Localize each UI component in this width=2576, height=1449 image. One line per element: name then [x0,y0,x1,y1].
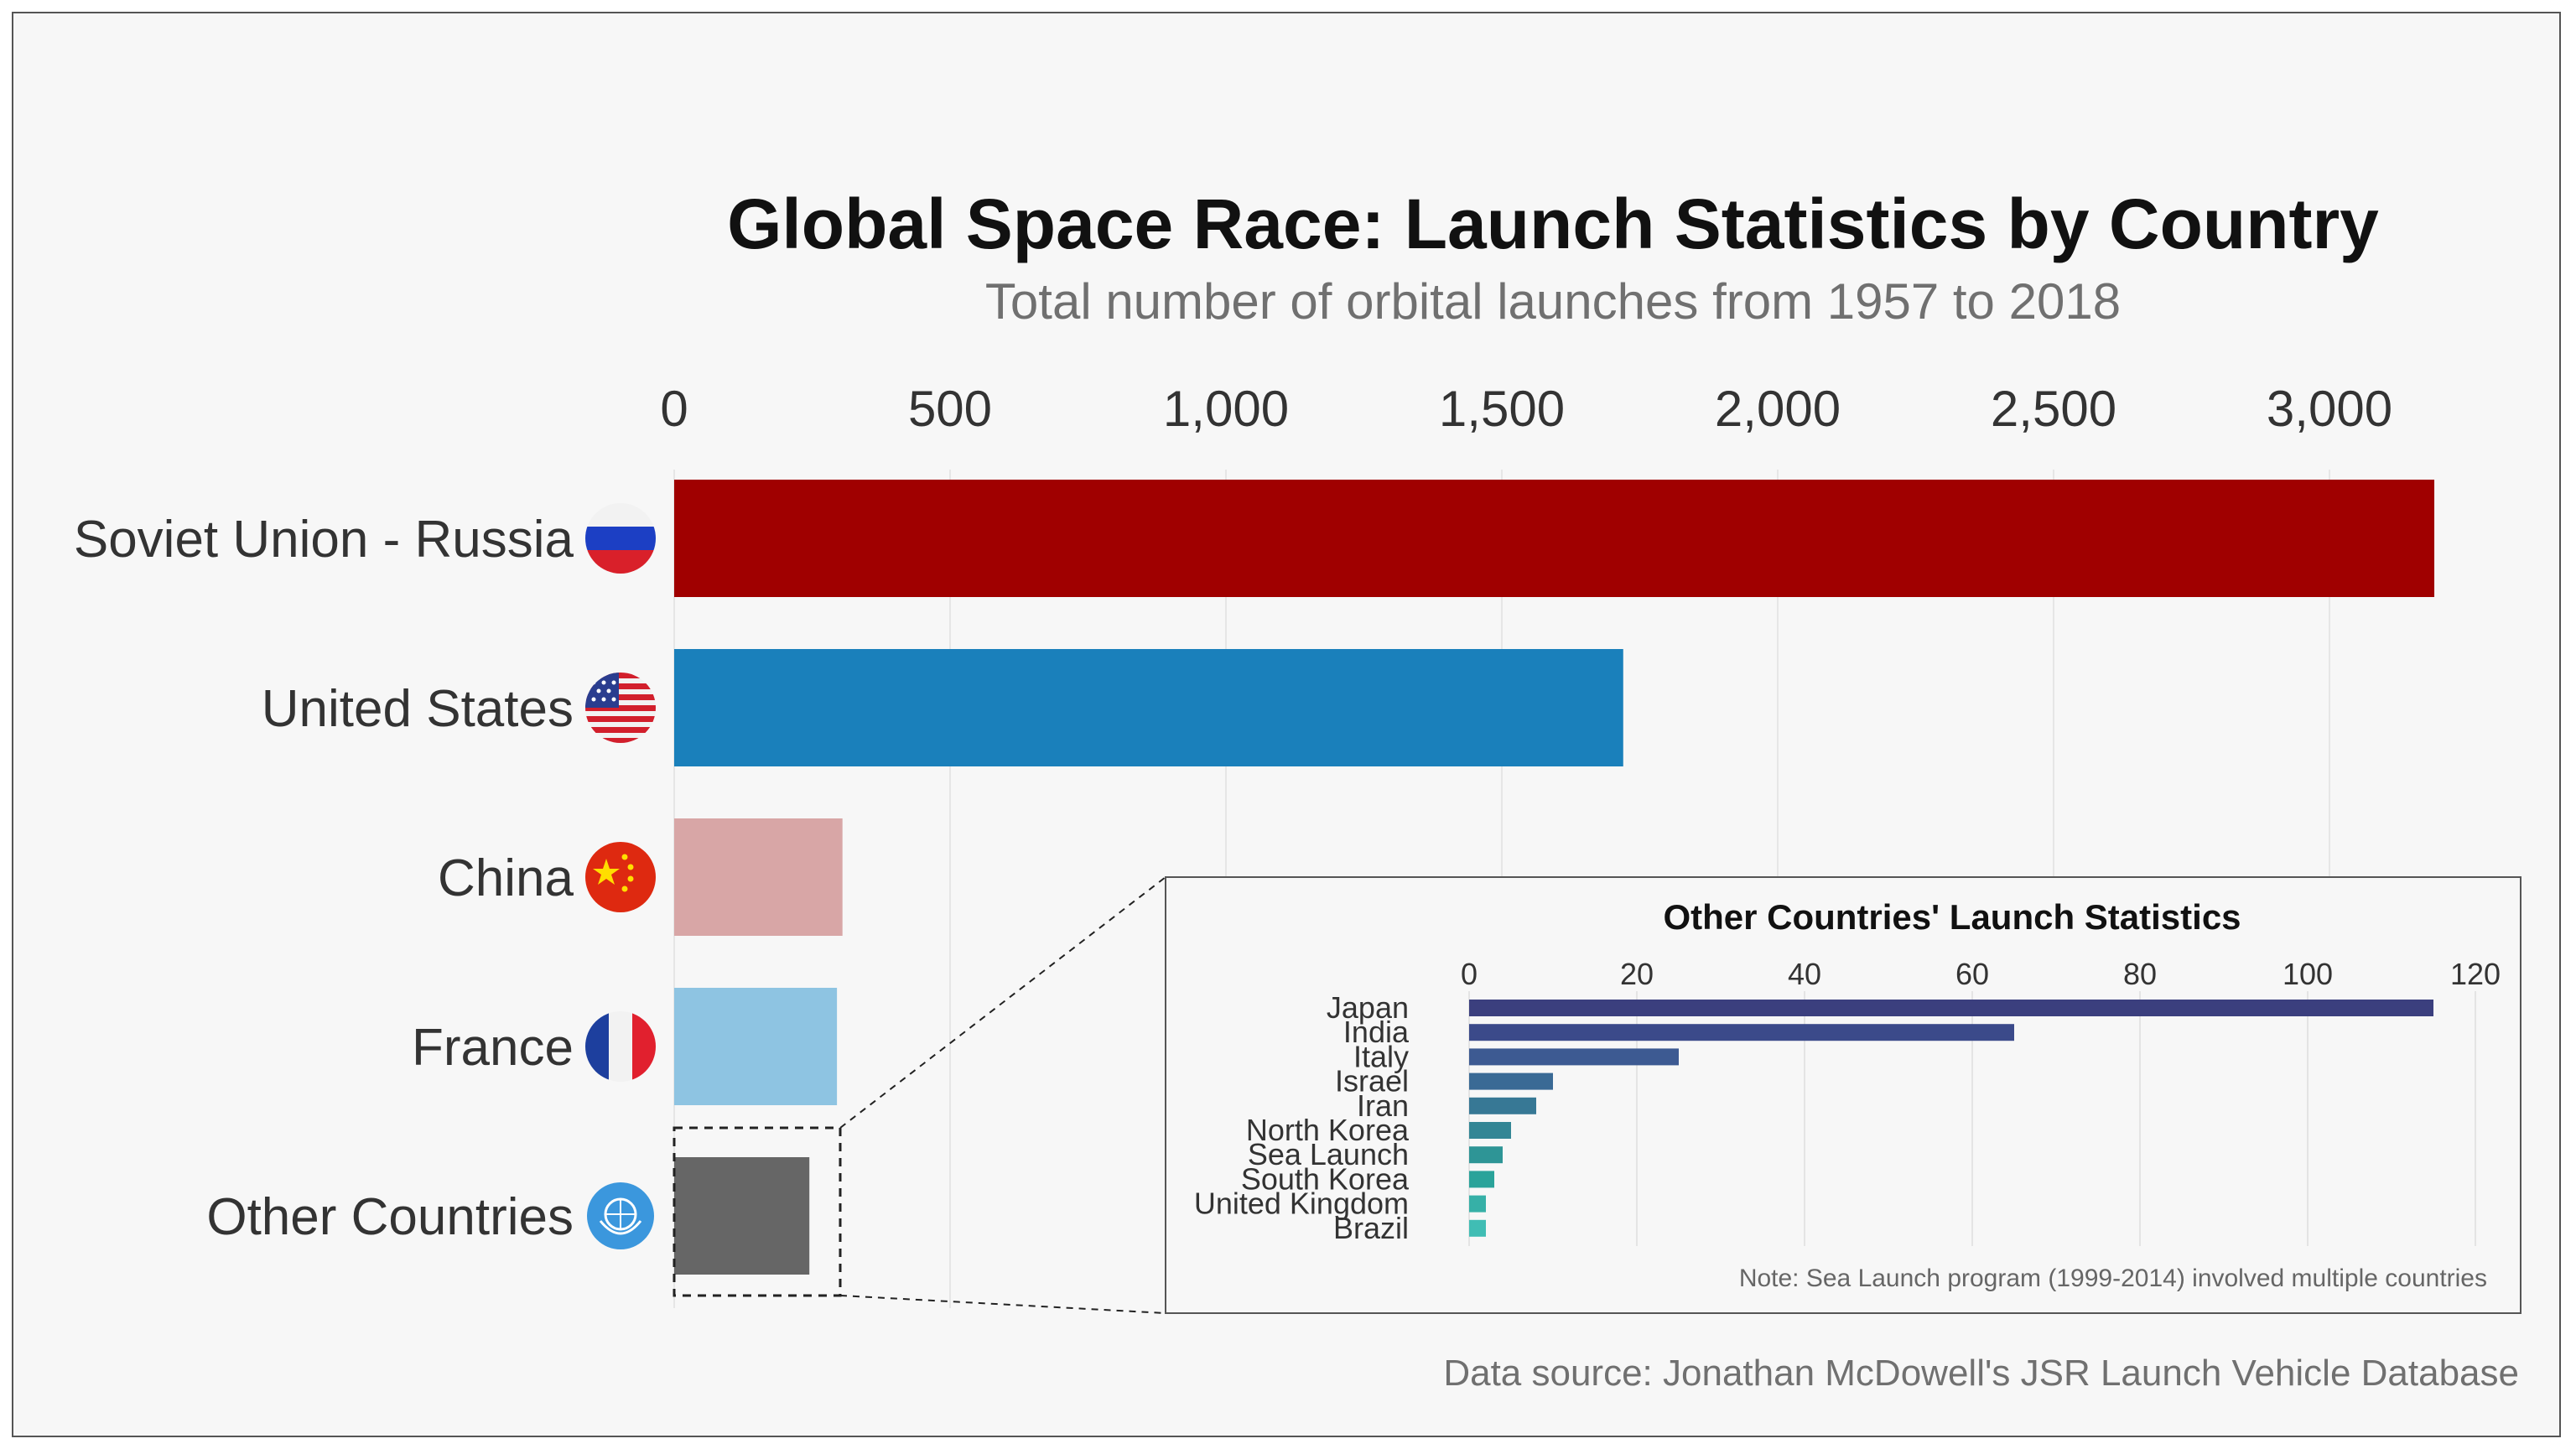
main-x-tick-label: 500 [908,381,992,437]
main-bar [674,649,1623,766]
chart-subtitle: Total number of orbital launches from 19… [985,273,2121,330]
main-bar [674,988,838,1105]
france-flag-icon [585,1011,656,1082]
inset-x-tick-label: 20 [1620,957,1654,991]
inset-x-tick-label: 60 [1955,957,1989,991]
main-bar [674,1157,810,1275]
inset-category-label: Brazil [1333,1211,1409,1245]
inset-panel [1165,876,2521,1314]
main-category-label: France [412,1019,574,1077]
inset-note: Note: Sea Launch program (1999-2014) inv… [1739,1265,2487,1292]
inset-category-label: South Korea [1241,1161,1410,1196]
inset-bar [1469,1122,1511,1139]
china-flag-icon [585,842,656,912]
inset-bar [1469,1048,1679,1066]
main-bars [674,480,2435,1275]
main-category-label: United States [262,680,574,738]
inset-bar [1469,1146,1503,1164]
inset-x-tick-label: 0 [1461,957,1478,991]
inset-x-tick-label: 100 [2283,957,2333,991]
inset-x-tick-label: 120 [2450,957,2501,991]
main-category-label: Soviet Union - Russia [74,511,574,569]
inset-category-label: Italy [1353,1039,1409,1073]
inset-category-label: North Korea [1246,1113,1410,1147]
zoom-connector-top [839,876,1166,1129]
main-x-tick-label: 2,000 [1715,381,1841,437]
inset-category-label: Japan [1327,990,1409,1025]
main-category-label: Other Countries [206,1188,574,1246]
main-category-labels: Soviet Union - Russia United States China F… [74,511,574,1246]
inset-bar [1469,1024,2014,1041]
inset-category-label: India [1343,1015,1410,1049]
inset-x-axis: 0 20 40 60 80 100 120 [1461,957,2501,991]
main-x-tick-label: 1,000 [1163,381,1289,437]
inset-bar [1469,1171,1494,1188]
zoom-highlight-box [673,1126,842,1297]
inset-bar [1469,1072,1553,1090]
main-bar [674,818,843,936]
inset-category-label: Israel [1335,1064,1409,1098]
inset-bars [1469,1000,2433,1237]
main-x-tick-label: 0 [660,381,688,437]
un-flag-icon [587,1182,654,1249]
inset-category-label: Sea Launch [1248,1137,1409,1171]
inset-title: Other Countries' Launch Statistics [1663,897,2241,937]
main-x-tick-label: 2,500 [1991,381,2116,437]
main-category-label: China [438,849,574,907]
inset-x-tick-label: 80 [2123,957,2157,991]
main-x-tick-label: 3,000 [2267,381,2392,437]
inset-bar [1469,1000,2433,1016]
russia-flag-icon [585,503,656,574]
main-x-tick-label: 1,500 [1439,381,1565,437]
inset-x-tick-label: 40 [1788,957,1821,991]
inset-bar [1469,1195,1486,1213]
zoom-connector-bottom [839,1295,1166,1314]
main-x-axis: 0 500 1,000 1,500 2,000 2,500 3,000 [660,381,2392,437]
inset-bar [1469,1097,1536,1114]
data-source: Data source: Jonathan McDowell's JSR Lau… [1443,1353,2519,1394]
main-bar [674,480,2435,597]
inset-category-label: United Kingdom [1194,1187,1409,1221]
inset-bar [1469,1219,1486,1237]
usa-flag-icon [585,673,656,743]
chart-title: Global Space Race: Launch Statistics by … [727,184,2379,263]
inset-category-label: Iran [1357,1088,1409,1123]
